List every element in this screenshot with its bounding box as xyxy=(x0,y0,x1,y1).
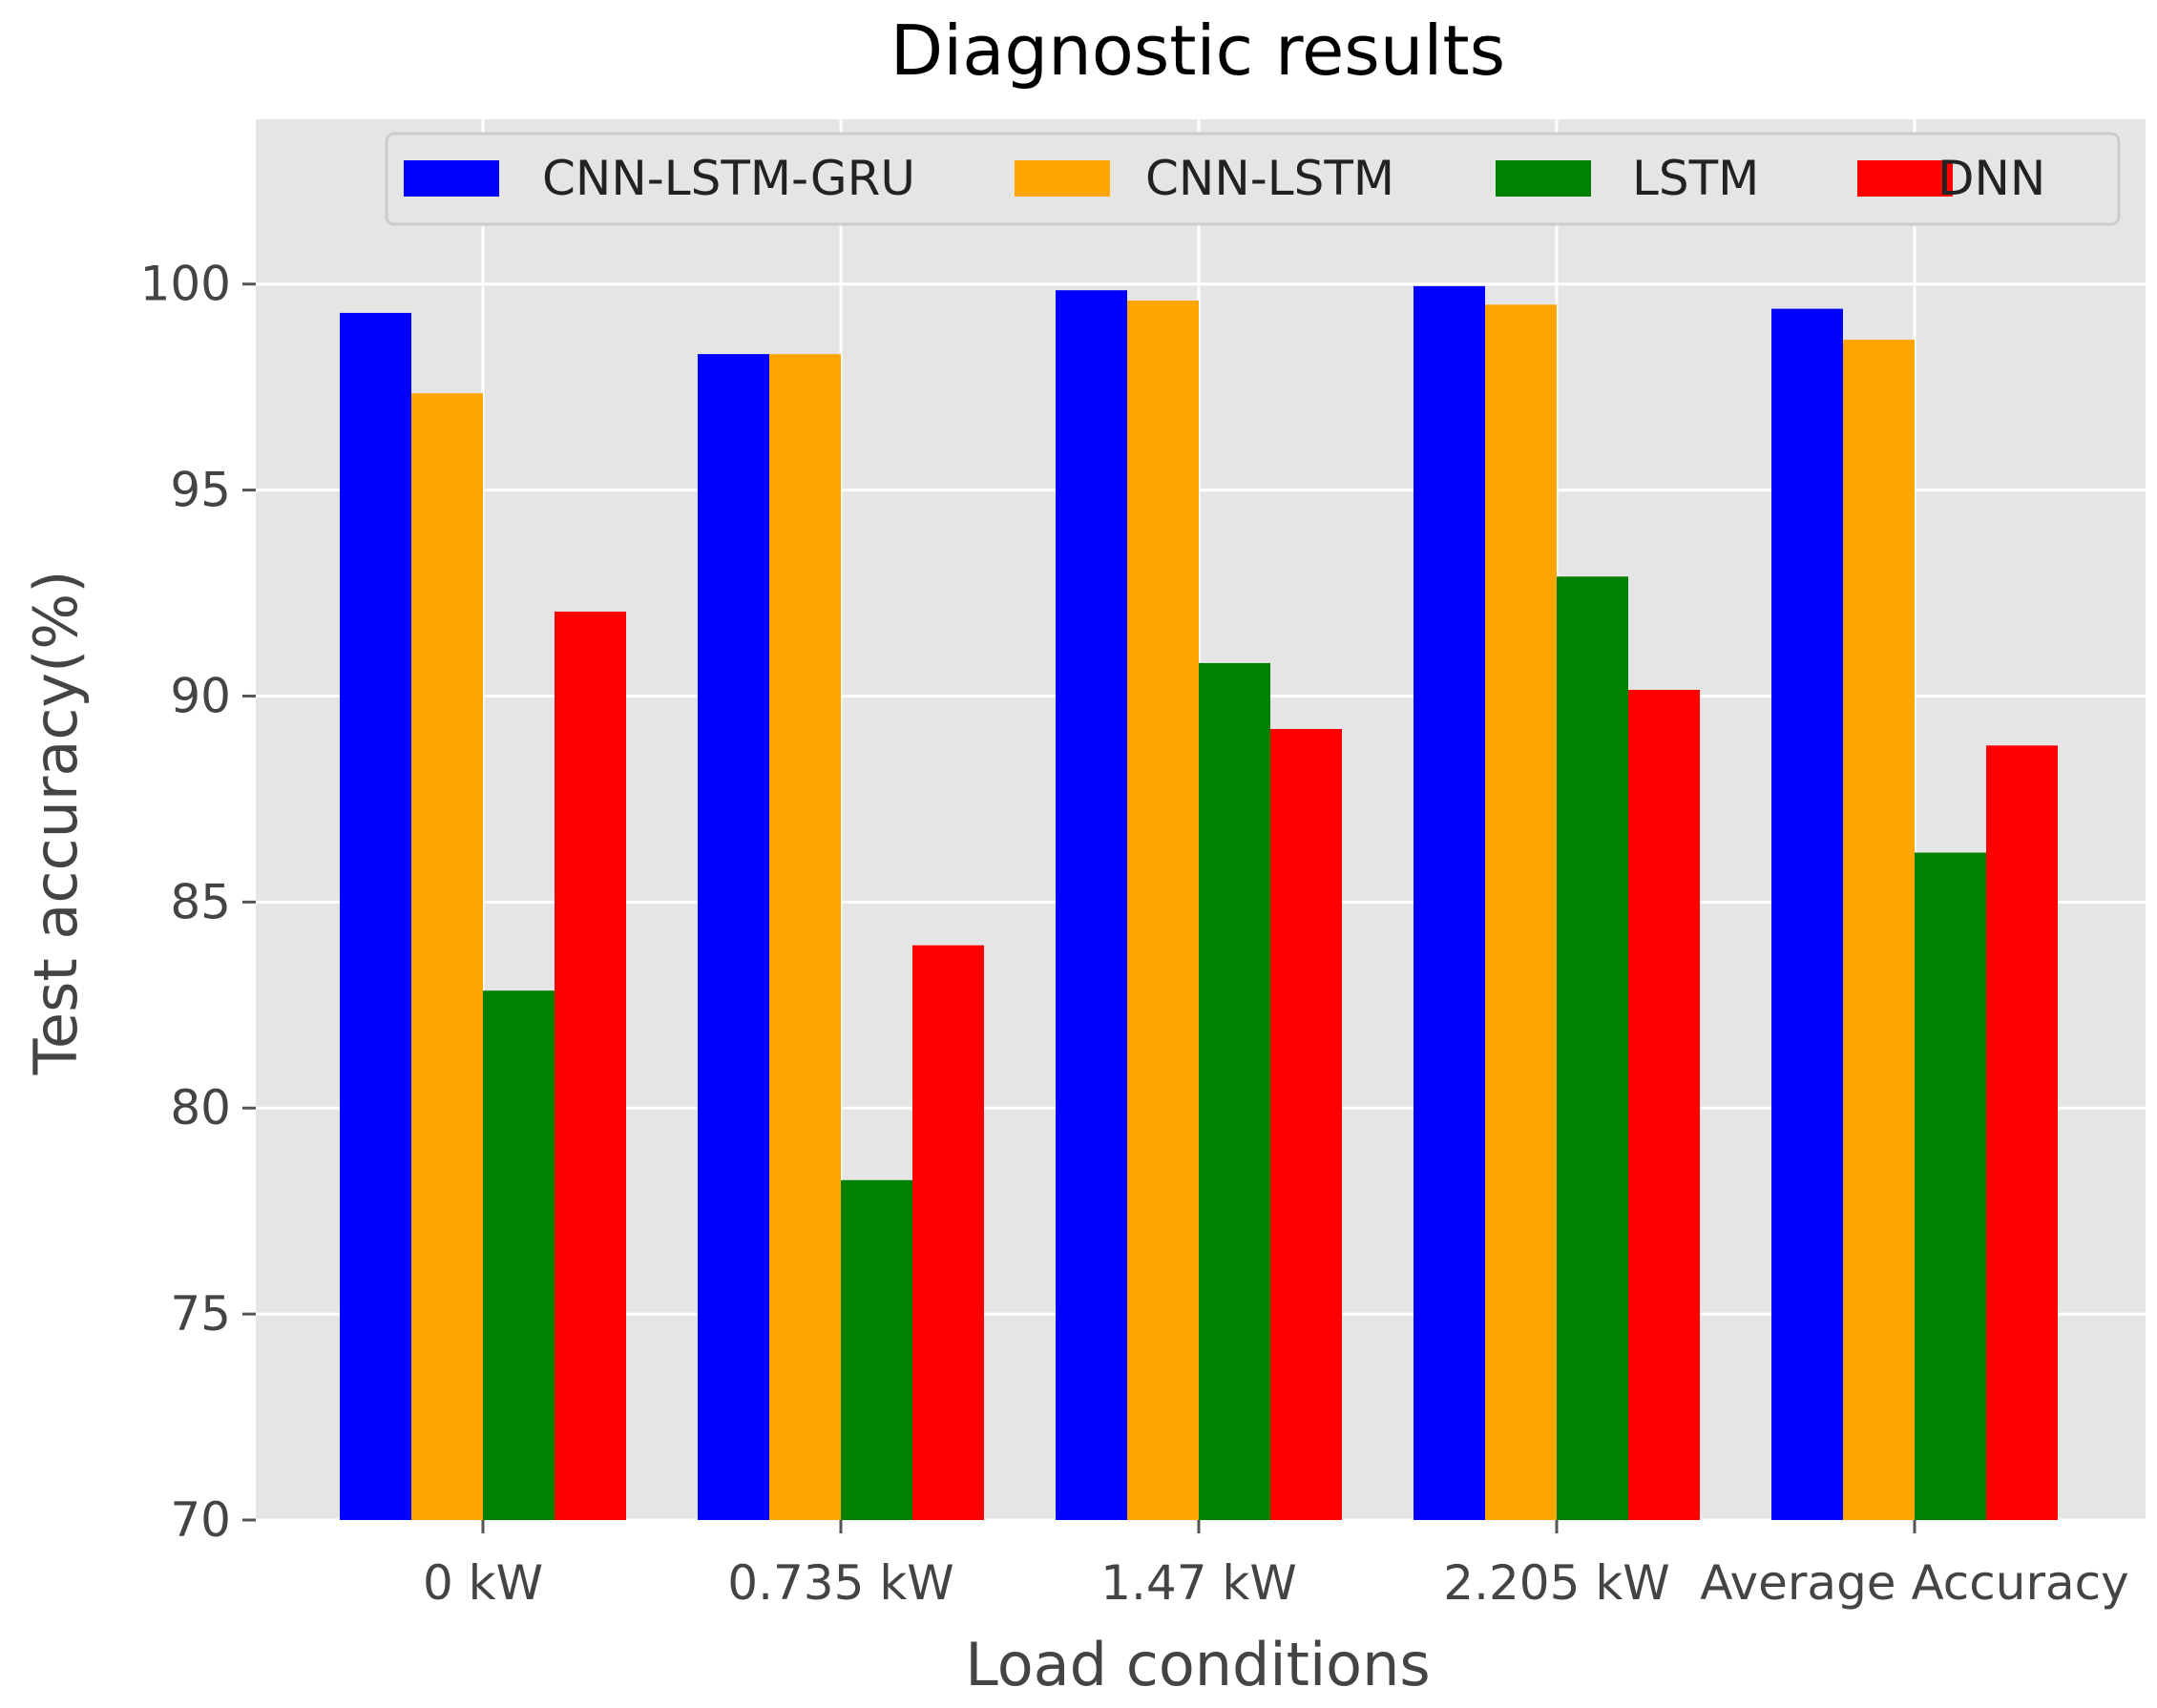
x-tick-label: 2.205 kW xyxy=(1443,1555,1669,1611)
bar xyxy=(1414,285,1485,1520)
y-tick-labels: 70 75 80 85 90 95 100 xyxy=(140,257,231,1548)
legend: CNN-LSTM-GRU CNN-LSTM LSTM DNN xyxy=(385,132,2121,226)
y-tick-label: 100 xyxy=(140,257,231,312)
y-tick-label: 85 xyxy=(170,874,231,929)
x-axis-label: Load conditions xyxy=(965,1630,1430,1699)
x-tick-label: 1.47 kW xyxy=(1100,1555,1297,1611)
bar xyxy=(1270,729,1342,1520)
bar xyxy=(555,611,626,1520)
bar xyxy=(483,990,555,1520)
legend-label: CNN-LSTM xyxy=(1145,151,1394,206)
chart-title: Diagnostic results xyxy=(890,10,1505,91)
bar xyxy=(411,393,483,1520)
y-tick-label: 80 xyxy=(170,1080,231,1135)
bar xyxy=(1485,304,1557,1520)
bar xyxy=(1056,290,1127,1520)
bar xyxy=(1986,745,2058,1520)
bar xyxy=(698,354,769,1520)
bar xyxy=(841,1179,912,1520)
bar xyxy=(1127,300,1199,1521)
y-tick-label: 70 xyxy=(170,1492,231,1548)
legend-swatch xyxy=(1857,160,1953,197)
axes xyxy=(242,282,1916,1533)
y-tick-label: 95 xyxy=(170,463,231,518)
legend-label: DNN xyxy=(1937,151,2045,206)
x-tick-label: 0.735 kW xyxy=(727,1555,953,1611)
bar xyxy=(1771,308,1843,1520)
bar xyxy=(340,312,411,1520)
y-tick-label: 90 xyxy=(170,668,231,723)
bar xyxy=(1628,689,1700,1520)
legend-swatch xyxy=(404,160,499,197)
legend-label: LSTM xyxy=(1632,151,1759,206)
bar xyxy=(1199,662,1270,1520)
legend-box xyxy=(385,132,2121,226)
bar xyxy=(912,945,984,1520)
x-tick-labels: 0 kW 0.735 kW 1.47 kW 2.205 kW Average Accur… xyxy=(423,1555,2129,1611)
y-tick-label: 75 xyxy=(170,1286,231,1342)
legend-swatch xyxy=(1496,160,1591,197)
legend-label: CNN-LSTM-GRU xyxy=(542,151,915,206)
legend-swatch xyxy=(1015,160,1110,197)
bar xyxy=(769,354,841,1520)
x-tick-label: 0 kW xyxy=(423,1555,543,1611)
bar xyxy=(1915,852,1986,1520)
bars xyxy=(340,285,2058,1521)
y-axis-label: Test accuracy(%) xyxy=(21,571,91,1076)
bar xyxy=(1557,576,1628,1520)
x-tick-label: Average Accuracy xyxy=(1700,1555,2129,1611)
bar xyxy=(1843,339,1915,1520)
